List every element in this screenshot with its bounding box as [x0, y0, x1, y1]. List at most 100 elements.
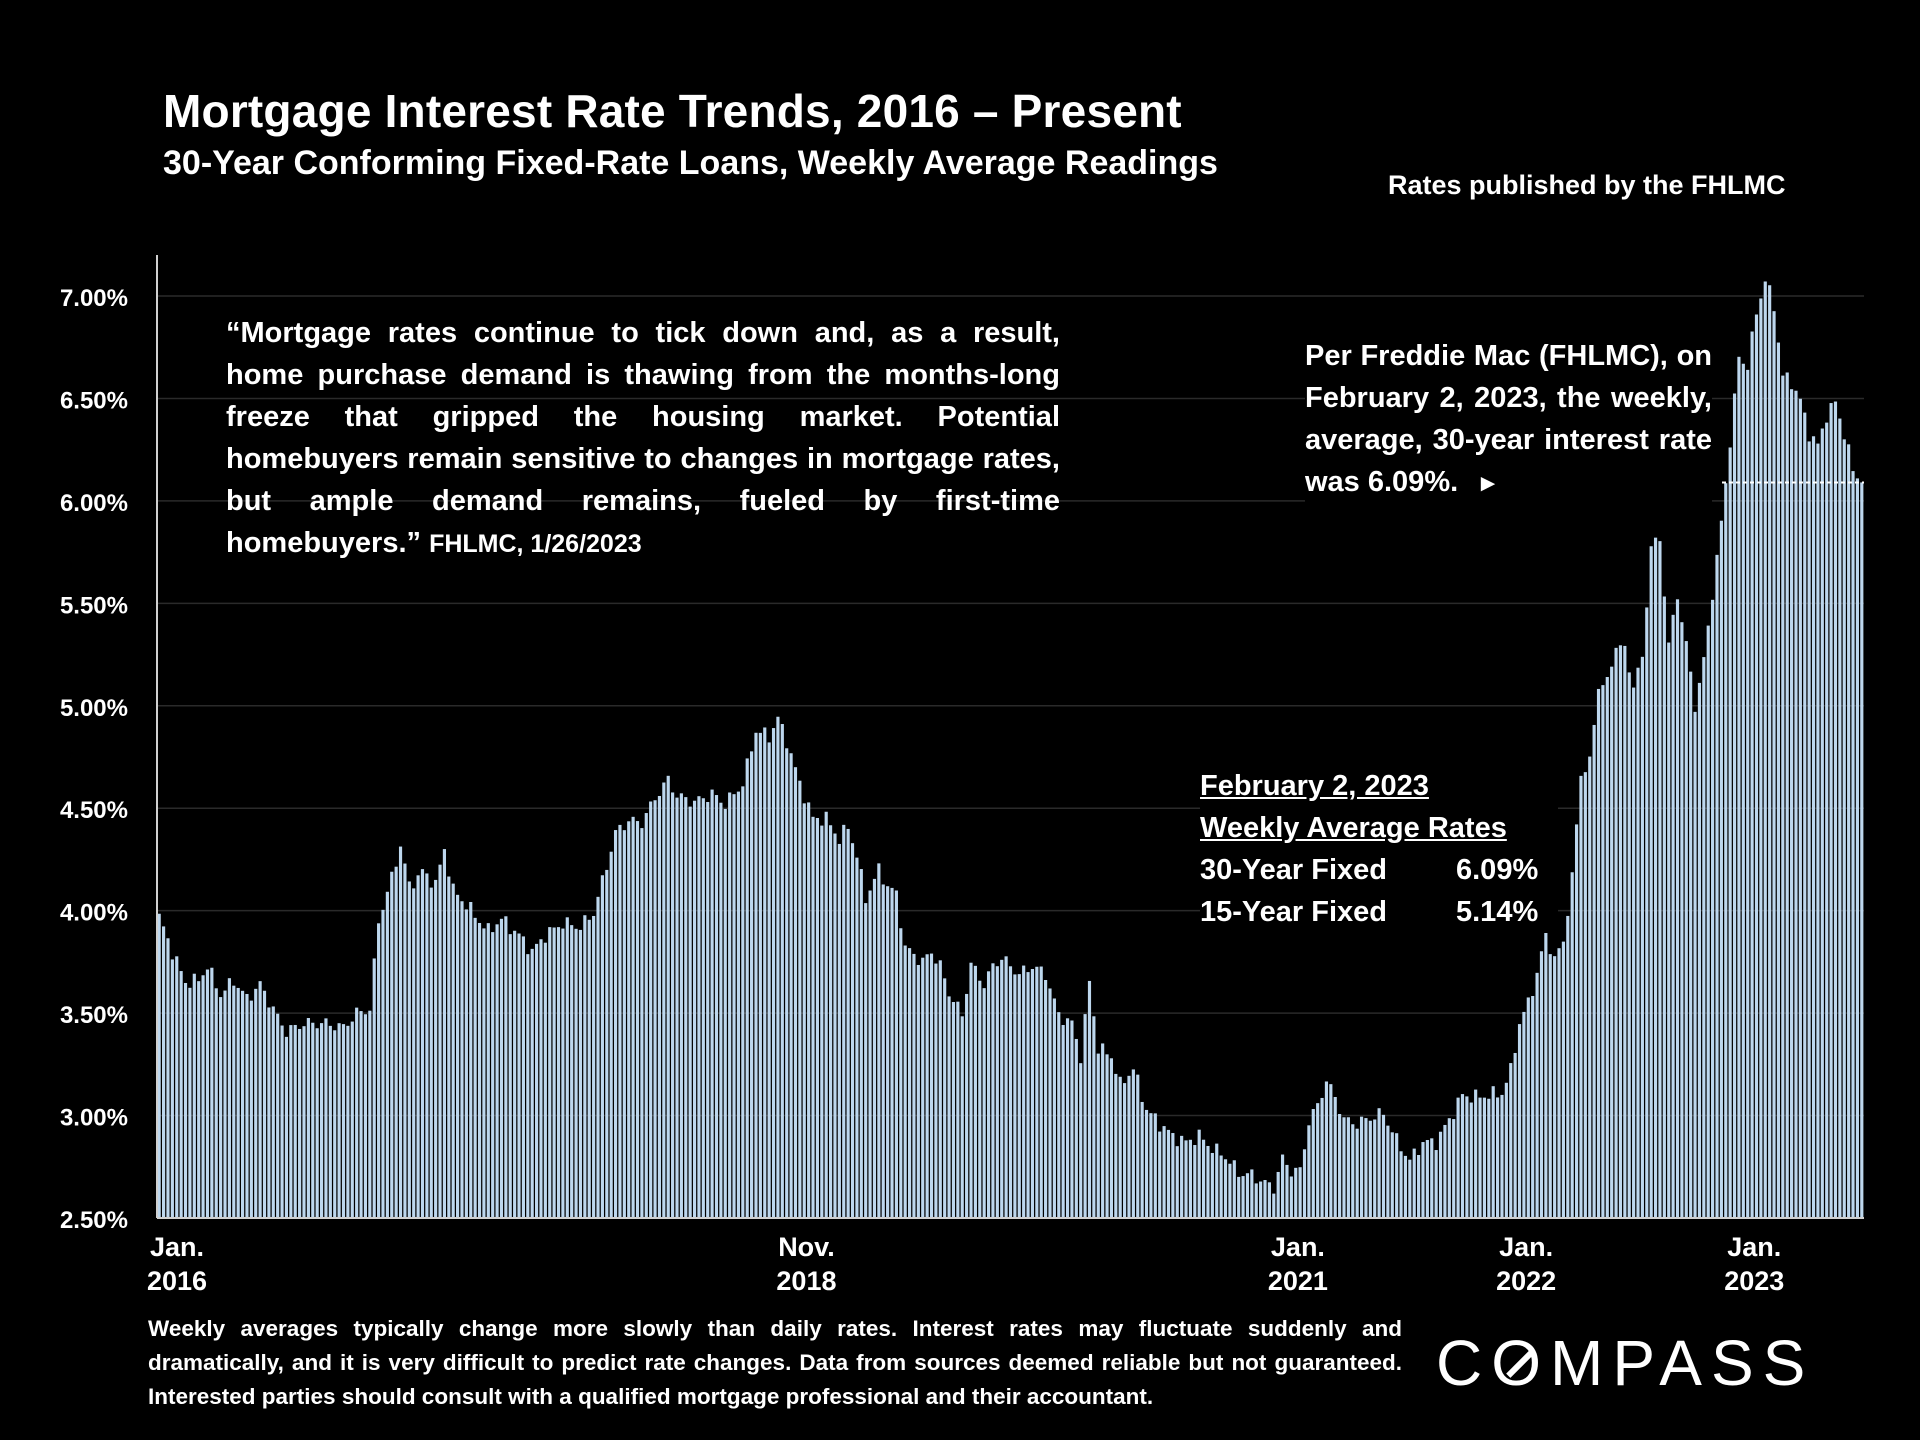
rate-bar	[350, 1021, 354, 1218]
rate-bar	[820, 825, 824, 1218]
rate-bar	[1333, 1097, 1337, 1218]
rate-bar	[530, 948, 534, 1218]
rate-bar	[1671, 614, 1675, 1218]
rate-bar	[1719, 520, 1723, 1218]
rate-bar	[385, 891, 389, 1218]
rate-bar	[1188, 1139, 1192, 1218]
fhlmc-quote: “Mortgage rates continue to tick down an…	[226, 312, 1060, 565]
rate-bar	[785, 748, 789, 1218]
rate-bar	[1825, 422, 1829, 1218]
rate-bar	[1601, 685, 1605, 1218]
rate-bar	[684, 797, 688, 1218]
logo-letter: S	[1762, 1327, 1815, 1399]
rate-bar	[965, 993, 969, 1218]
rate-bar	[947, 996, 951, 1218]
rate-bar	[1280, 1154, 1285, 1218]
rate-bar	[960, 1016, 964, 1218]
rate-bar	[456, 894, 460, 1218]
rate-bar	[1772, 311, 1776, 1218]
rate-bar	[815, 817, 820, 1218]
rate-bar	[1351, 1124, 1355, 1218]
rate-bar	[1623, 645, 1627, 1218]
rate-bar	[1632, 687, 1636, 1218]
rate-bar	[1316, 1103, 1320, 1218]
rate-bar	[1487, 1098, 1491, 1218]
rate-bar	[1851, 471, 1855, 1218]
rate-value: 5.14%	[1456, 896, 1539, 928]
rate-bar	[403, 863, 407, 1218]
rate-bar	[477, 922, 482, 1218]
rate-bar	[289, 1025, 293, 1218]
rate-bar	[556, 927, 561, 1218]
rate-bar	[1044, 979, 1048, 1218]
source-note: Rates published by the FHLMC	[1388, 170, 1786, 200]
rate-bar	[302, 1026, 306, 1218]
chart-axes	[156, 255, 1864, 1219]
rate-bar	[1561, 941, 1565, 1218]
rate-bar	[381, 909, 385, 1218]
rate-bar	[1504, 1082, 1508, 1218]
x-tick-label: Jan.	[150, 1232, 204, 1262]
rate-bar	[526, 954, 530, 1218]
rate-bar	[1294, 1167, 1298, 1218]
rate-bar	[644, 813, 648, 1218]
rate-bar	[1395, 1133, 1399, 1218]
rate-bar	[1105, 1054, 1109, 1218]
rate-bar	[671, 792, 675, 1218]
rate-bar	[1123, 1083, 1127, 1218]
rate-bar	[258, 981, 262, 1218]
callout-text: Per Freddie Mac (FHLMC), on February 2, …	[1305, 340, 1712, 498]
rate-bar	[903, 945, 907, 1218]
rate-bar	[789, 753, 793, 1218]
rate-bar	[1460, 1094, 1465, 1218]
rate-bar	[1324, 1081, 1329, 1218]
rate-bar	[1781, 375, 1785, 1218]
rate-bar	[894, 890, 898, 1218]
x-tick-label: Jan.	[1499, 1232, 1553, 1262]
rate-bar	[1079, 1063, 1083, 1218]
rate-bar	[811, 816, 815, 1218]
rate-bar	[1289, 1176, 1293, 1218]
rate-bar	[754, 732, 758, 1218]
rate-bar	[227, 978, 231, 1218]
rate-bar	[565, 917, 569, 1218]
rate-bar	[1219, 1155, 1223, 1218]
logo-letter: P	[1612, 1327, 1660, 1399]
rate-bar	[1544, 930, 1548, 1218]
rate-bar	[868, 890, 872, 1218]
rate-bar	[793, 767, 798, 1218]
rate-bar	[1728, 447, 1732, 1218]
rate-bar	[1131, 1069, 1135, 1218]
rate-bar	[1693, 711, 1697, 1218]
rate-bar	[363, 1014, 368, 1218]
rate-bar	[1776, 342, 1781, 1218]
rate-bar	[666, 775, 670, 1218]
rate-bar	[324, 1018, 328, 1218]
rate-bar	[276, 1013, 280, 1218]
rate-bar	[1645, 607, 1649, 1218]
rate-bar	[1847, 444, 1851, 1218]
rate-bar	[271, 1006, 275, 1218]
rate-bar	[1390, 1132, 1394, 1218]
rate-bar	[592, 915, 596, 1218]
rate-bar	[881, 884, 885, 1218]
rate-bar	[192, 973, 196, 1218]
rate-label: 15-Year Fixed	[1200, 896, 1387, 928]
rate-bar	[1302, 1149, 1307, 1218]
rate-bar	[473, 917, 477, 1218]
rate-bar	[1377, 1108, 1381, 1218]
rate-bar	[864, 903, 868, 1218]
rate-bar	[284, 1036, 289, 1218]
rate-bar	[1197, 1129, 1201, 1218]
rate-bar	[377, 923, 381, 1218]
callout-arrow-icon: ►	[1476, 470, 1500, 497]
rate-bar	[1364, 1118, 1368, 1218]
rate-bar	[561, 928, 565, 1218]
rate-bar	[846, 828, 850, 1218]
rate-bar	[934, 963, 938, 1218]
rate-bar	[183, 982, 188, 1218]
rate-bar	[587, 919, 591, 1218]
rate-bar	[372, 958, 376, 1218]
rate-bar	[429, 887, 433, 1218]
rate-bar	[1741, 363, 1745, 1218]
